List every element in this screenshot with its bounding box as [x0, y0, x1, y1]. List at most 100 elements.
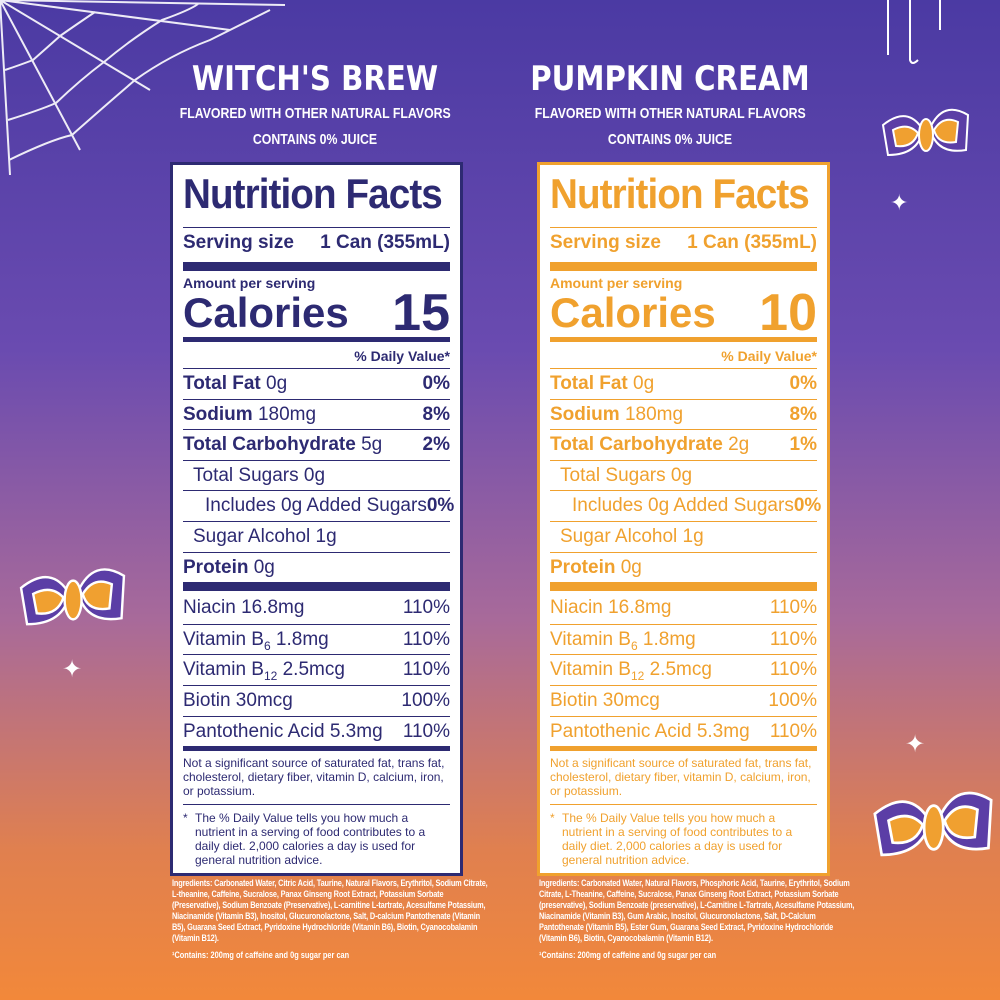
nutrient-name: Includes 0g Added Sugars: [572, 495, 794, 517]
nutrient-dv: 0%: [422, 373, 450, 394]
nutrient-name: Sodium: [183, 403, 253, 425]
nutrient-row: Sugar Alcohol 1g: [183, 520, 450, 552]
vitamin-name: Pantothenic Acid 5.3mg: [550, 720, 750, 742]
amount-per-serving: Amount per serving: [183, 275, 316, 291]
vitamin-row: Pantothenic Acid 5.3mg 110%: [550, 715, 817, 747]
juice-note: CONTAINS 0% JUICE: [607, 131, 733, 148]
serving-value: 1 Can (355mL): [320, 232, 450, 253]
asterisk: *: [550, 811, 555, 826]
footnote-text: The % Daily Value tells you how much a n…: [562, 811, 793, 868]
nutrient-name: Sugar Alcohol 1g: [193, 525, 337, 547]
nutrient-row: Total Sugars 0g: [550, 459, 817, 491]
serving-label: Serving size: [183, 232, 294, 253]
vitamin-subscript: 6: [630, 638, 638, 653]
nutrient-amount: 0g: [266, 373, 288, 394]
label-title: Nutrition Facts: [183, 170, 443, 217]
divider: [550, 582, 817, 592]
nutrient-dv: 8%: [422, 403, 450, 425]
vitamin-dv: 110%: [769, 659, 817, 681]
nutrient-row: Total Carbohydrate 5g 2%: [183, 429, 450, 460]
vitamin-dv: 110%: [769, 597, 817, 619]
pumpkin-cream-header: PUMPKIN CREAM FLAVORED WITH OTHER NATURA…: [505, 0, 835, 148]
pumpkin-cream-nutrition-label: Nutrition Facts Serving size 1 Can (355mL…: [537, 162, 830, 877]
pumpkin-cream-ingredients-block: Ingredients: Carbonated Water, Natural F…: [539, 878, 855, 961]
calories-label: Calories: [550, 289, 716, 336]
calories: Calories 15: [183, 284, 450, 342]
caffeine-note: ¹Contains: 200mg of caffeine and 0g suga…: [539, 950, 717, 960]
vitamin-dv: 110%: [402, 597, 450, 619]
flavor-note: FLAVORED WITH OTHER NATURAL FLAVORS: [179, 105, 451, 122]
amount-per-serving: Amount per serving: [550, 275, 683, 291]
daily-value-header: % Daily Value*: [721, 348, 817, 364]
spiderweb-icon: [0, 0, 286, 176]
nutrient-row: Sodium 180mg 8%: [550, 398, 817, 430]
vitamin-row: Niacin 16.8mg 110%: [550, 593, 817, 624]
vitamin-name: Biotin 30mcg: [183, 689, 293, 711]
vitamin-row: Biotin 30mcg 100%: [183, 684, 450, 716]
vitamin-row: Vitamin B6 1.8mg 110%: [183, 623, 450, 655]
vitamin-dv: 100%: [768, 689, 817, 711]
nutrient-row: Includes 0g Added Sugars 0%: [550, 490, 821, 521]
nutrient-row: Total Fat 0g 0%: [183, 368, 450, 399]
vitamin-name: Vitamin B: [183, 628, 264, 650]
vitamin-row: Vitamin B12 2.5mcg 110%: [550, 654, 817, 685]
calories-value: 15: [392, 284, 450, 342]
asterisk: *: [183, 811, 188, 826]
nutrient-row: Protein 0g: [183, 551, 450, 583]
serving-label: Serving size: [550, 232, 661, 253]
nutrient-row: Sugar Alcohol 1g: [550, 520, 817, 552]
nutrient-amount: 2g: [728, 434, 750, 456]
vitamin-dv: 110%: [402, 659, 450, 681]
nutrient-amount: 180mg: [257, 403, 317, 425]
vitamin-dv: 100%: [401, 689, 450, 711]
nutrient-amount: 5g: [361, 434, 383, 456]
moth-icon: [873, 791, 993, 857]
vitamin-subscript: 6: [263, 638, 271, 653]
witchs-brew-nutrition-label: Nutrition Facts Serving size 1 Can (355mL…: [170, 162, 463, 877]
nutrient-name: Total Sugars 0g: [193, 464, 326, 486]
vitamin-row: Pantothenic Acid 5.3mg 110%: [183, 715, 450, 747]
vitamin-subscript: 12: [263, 669, 278, 684]
nutrient-name: Total Fat: [550, 373, 628, 394]
vitamin-name: Vitamin B: [550, 628, 631, 650]
flavor-note: FLAVORED WITH OTHER NATURAL FLAVORS: [534, 105, 806, 122]
footnote-not-significant: Not a significant source of saturated fa…: [550, 756, 812, 799]
vitamin-dv: 110%: [769, 720, 817, 742]
vitamin-name: Vitamin B: [550, 659, 631, 681]
moth-icon: [19, 568, 126, 626]
nutrient-name: Protein: [550, 556, 616, 578]
divider: [183, 262, 450, 271]
nutrient-dv: 2%: [422, 434, 450, 456]
moth-icon: [881, 108, 970, 157]
vitamin-amount: 2.5mcg: [644, 659, 712, 681]
caffeine-note: ¹Contains: 200mg of caffeine and 0g suga…: [172, 950, 350, 960]
nutrient-row: Sodium 180mg 8%: [183, 398, 450, 430]
product-name: WITCH'S BREW: [191, 59, 439, 99]
divider: [183, 582, 450, 592]
footnote-daily-value: * The % Daily Value tells you how much a …: [550, 804, 817, 867]
divider: [183, 337, 450, 342]
divider: [550, 746, 817, 752]
vitamin-dv: 110%: [402, 720, 450, 742]
divider: [550, 262, 817, 271]
nutrient-row: Total Sugars 0g: [183, 459, 450, 491]
juice-note: CONTAINS 0% JUICE: [252, 131, 378, 148]
nutrient-name: Sugar Alcohol 1g: [560, 525, 704, 547]
vitamin-amount: 1.8mg: [270, 628, 329, 650]
vitamin-name: Niacin 16.8mg: [183, 597, 305, 619]
nutrient-name: Total Sugars 0g: [560, 464, 693, 486]
vitamin-row: Vitamin B6 1.8mg 110%: [550, 623, 817, 655]
vitamin-subscript: 12: [630, 669, 645, 684]
nutrient-name: Total Carbohydrate: [183, 434, 356, 456]
witchs-brew-ingredients-block: Ingredients: Carbonated Water, Citric Ac…: [172, 878, 488, 961]
vitamin-row: Vitamin B12 2.5mcg 110%: [183, 654, 450, 685]
vitamin-name: Vitamin B: [183, 659, 264, 681]
vitamin-amount: 2.5mcg: [277, 659, 345, 681]
vitamin-dv: 110%: [769, 628, 817, 650]
nutrient-dv: 1%: [789, 434, 817, 456]
nutrient-dv: 8%: [789, 403, 817, 425]
serving-value: 1 Can (355mL): [687, 232, 817, 253]
calories-label: Calories: [183, 289, 349, 336]
vitamin-row: Biotin 30mcg 100%: [550, 684, 817, 716]
calories-value: 10: [759, 284, 817, 342]
